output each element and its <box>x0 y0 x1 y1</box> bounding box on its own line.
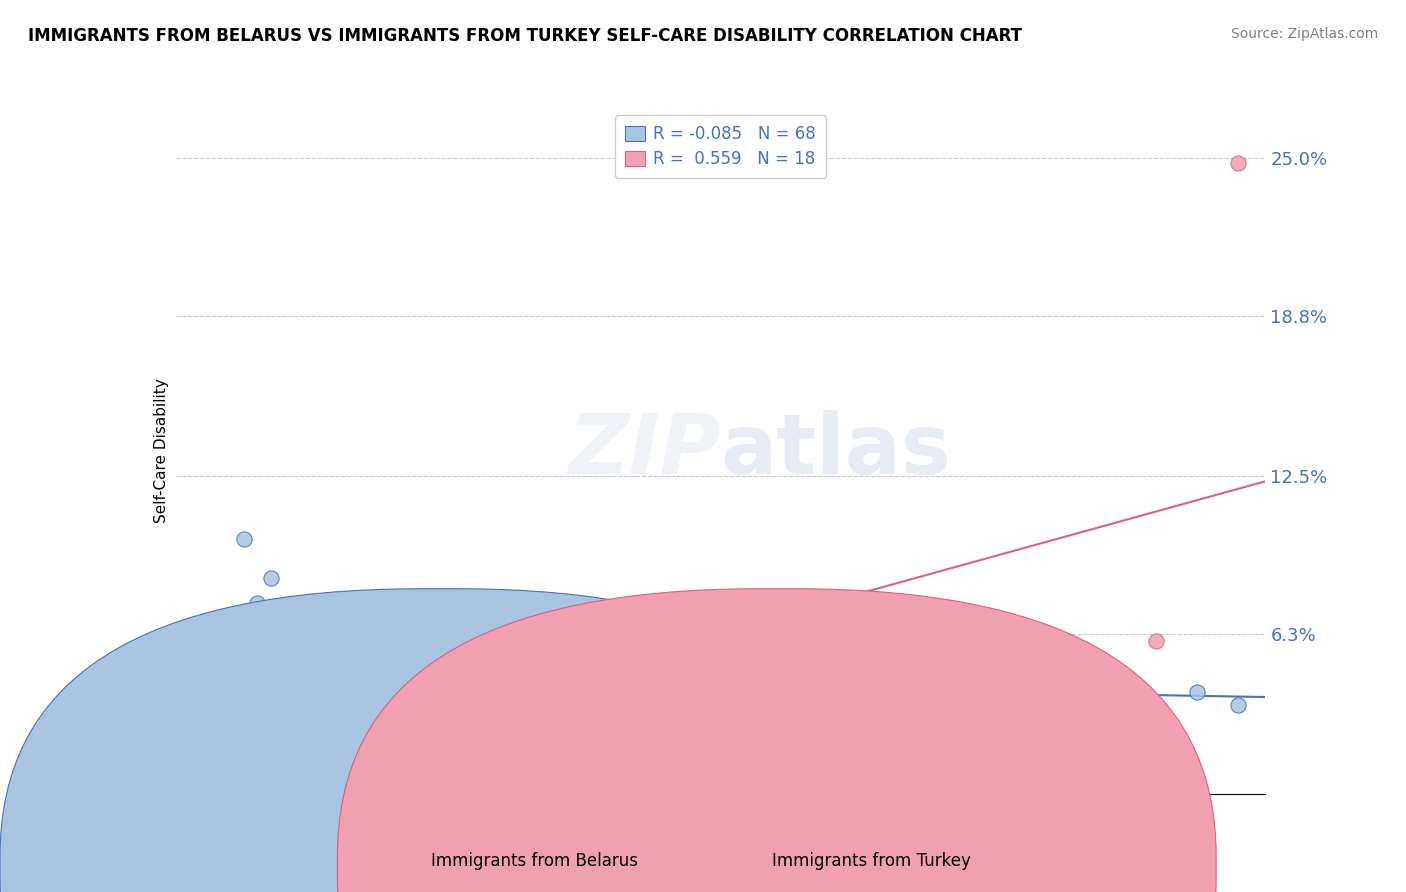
Point <box>301 665 323 679</box>
Point <box>219 665 242 679</box>
Point <box>1187 685 1209 699</box>
Point <box>641 665 664 679</box>
Point <box>243 680 266 694</box>
Point <box>655 685 678 699</box>
Point <box>179 748 201 763</box>
Point <box>574 680 596 694</box>
Point <box>208 690 231 705</box>
Point <box>600 698 623 712</box>
Point <box>1227 156 1250 170</box>
Point <box>235 673 257 687</box>
Point <box>246 596 269 610</box>
Text: Source: ZipAtlas.com: Source: ZipAtlas.com <box>1230 27 1378 41</box>
Point <box>437 673 460 687</box>
Point <box>1118 698 1140 712</box>
Point <box>778 690 800 705</box>
Point <box>368 698 391 712</box>
Point <box>274 723 297 738</box>
Point <box>232 533 254 547</box>
Text: Immigrants from Turkey: Immigrants from Turkey <box>772 852 972 870</box>
Point <box>519 690 541 705</box>
Point <box>232 690 254 705</box>
Point <box>710 673 733 687</box>
Point <box>574 690 596 705</box>
Point <box>232 741 254 756</box>
Point <box>682 698 704 712</box>
Point <box>222 710 245 724</box>
Point <box>212 680 235 694</box>
Point <box>437 673 460 687</box>
Point <box>356 665 378 679</box>
Point <box>260 571 283 585</box>
Point <box>198 698 221 712</box>
Point <box>335 655 357 669</box>
Point <box>239 659 262 673</box>
Point <box>274 673 297 687</box>
Point <box>328 685 350 699</box>
Text: ZIP: ZIP <box>568 410 721 491</box>
Point <box>737 673 759 687</box>
Point <box>1227 698 1250 712</box>
Point <box>505 680 527 694</box>
Point <box>205 736 228 750</box>
Point <box>778 655 800 669</box>
Point <box>464 665 486 679</box>
Point <box>246 647 269 661</box>
Point <box>321 690 343 705</box>
Point <box>409 710 432 724</box>
Point <box>1050 690 1073 705</box>
Point <box>267 685 290 699</box>
Point <box>641 685 664 699</box>
Point <box>396 659 419 673</box>
Point <box>845 659 868 673</box>
Point <box>260 655 283 669</box>
Point <box>914 698 936 712</box>
Point <box>315 680 337 694</box>
Text: Immigrants from Belarus: Immigrants from Belarus <box>430 852 638 870</box>
Point <box>533 673 555 687</box>
Point <box>981 680 1004 694</box>
Point <box>1050 647 1073 661</box>
Point <box>301 736 323 750</box>
Point <box>205 706 228 720</box>
Point <box>226 698 249 712</box>
Point <box>194 710 217 724</box>
Legend: R = -0.085   N = 68, R =  0.559   N = 18: R = -0.085 N = 68, R = 0.559 N = 18 <box>614 115 827 178</box>
Point <box>308 647 330 661</box>
Point <box>186 723 208 738</box>
Point <box>287 698 309 712</box>
Point <box>217 698 239 712</box>
Text: IMMIGRANTS FROM BELARUS VS IMMIGRANTS FROM TURKEY SELF-CARE DISABILITY CORRELATI: IMMIGRANTS FROM BELARUS VS IMMIGRANTS FR… <box>28 27 1022 45</box>
Point <box>423 690 446 705</box>
Point <box>342 673 364 687</box>
Point <box>202 715 225 730</box>
Y-axis label: Self-Care Disability: Self-Care Disability <box>153 378 169 523</box>
Point <box>191 685 214 699</box>
Point <box>253 665 276 679</box>
Point <box>1144 634 1167 648</box>
Point <box>409 685 432 699</box>
Point <box>478 647 501 661</box>
Point <box>294 685 316 699</box>
Point <box>450 655 472 669</box>
Point <box>349 659 371 673</box>
Text: atlas: atlas <box>721 410 952 491</box>
Point <box>627 659 650 673</box>
Point <box>179 698 201 712</box>
Point <box>492 680 515 694</box>
Point <box>710 680 733 694</box>
Point <box>368 698 391 712</box>
Point <box>280 659 302 673</box>
Point <box>505 685 527 699</box>
Point <box>546 659 568 673</box>
Point <box>845 685 868 699</box>
Point <box>382 680 405 694</box>
Point <box>328 710 350 724</box>
Point <box>231 685 253 699</box>
